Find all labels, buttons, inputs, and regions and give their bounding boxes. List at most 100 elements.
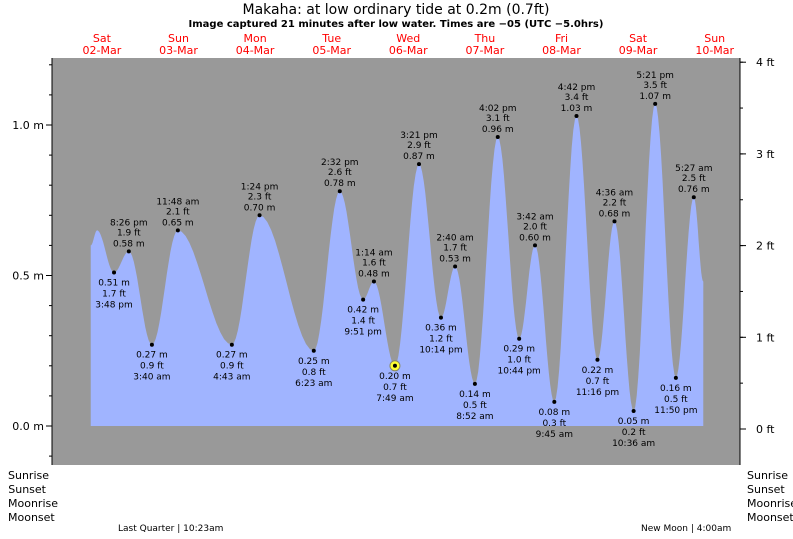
low-tide-feet: 0.5 ft	[664, 395, 688, 405]
high-tide-point	[175, 228, 180, 233]
high-tide-meters: 0.87 m	[403, 152, 435, 162]
low-tide-time: 10:44 pm	[498, 367, 541, 377]
high-tide-meters: 0.48 m	[358, 270, 390, 280]
low-tide-meters: 0.29 m	[503, 345, 535, 355]
new-moon-label: New Moon | 4:00am	[641, 524, 732, 534]
sunset-label: Sunset	[8, 483, 46, 496]
low-tide-feet: 0.2 ft	[622, 428, 646, 438]
low-tide-point	[438, 315, 443, 320]
low-tide-meters: 0.27 m	[216, 351, 248, 361]
day-name-label: Sun	[168, 32, 189, 45]
low-tide-feet: 1.2 ft	[429, 335, 453, 345]
low-tide-point	[311, 348, 316, 353]
low-tide-time: 3:40 am	[133, 373, 170, 383]
day-name-label: Tue	[321, 32, 341, 45]
low-tide-time: 11:50 pm	[654, 406, 697, 416]
low-tide-meters: 0.27 m	[136, 351, 168, 361]
left-axis-tick-label: 0.5 m	[12, 270, 44, 283]
high-tide-time: 3:21 pm	[400, 131, 438, 141]
low-tide-meters: 0.14 m	[459, 390, 491, 400]
low-tide-feet: 0.9 ft	[220, 362, 244, 372]
low-tide-feet: 1.0 ft	[507, 356, 531, 366]
low-tide-meters: 0.16 m	[660, 384, 692, 394]
high-tide-time: 4:02 pm	[479, 104, 517, 114]
low-tide-feet: 0.8 ft	[302, 368, 326, 378]
high-tide-meters: 0.58 m	[113, 239, 145, 249]
day-name-label: Sun	[704, 32, 725, 45]
right-axis-tick-label: 1 ft	[756, 331, 775, 344]
high-tide-time: 4:36 am	[596, 188, 633, 198]
high-tide-feet: 2.1 ft	[166, 207, 190, 217]
low-tide-point	[552, 399, 557, 404]
low-tide-time: 7:49 am	[376, 394, 413, 404]
high-tide-point	[691, 195, 696, 200]
high-tide-time: 2:32 pm	[321, 158, 359, 168]
left-axis-tick-label: 1.0 m	[12, 119, 44, 132]
sunset-label-right: Sunset	[747, 483, 785, 496]
low-tide-point	[392, 363, 397, 368]
low-tide-feet: 1.7 ft	[102, 289, 126, 299]
day-date-label: 10-Mar	[695, 44, 734, 57]
low-tide-time: 9:45 am	[536, 430, 573, 440]
right-rows: Sunrise Sunset Moonrise Moonset	[747, 469, 793, 525]
high-tide-time: 1:24 pm	[241, 182, 279, 192]
low-tide-meters: 0.42 m	[347, 306, 379, 316]
high-tide-time: 8:26 pm	[110, 218, 148, 228]
high-tide-time: 5:21 pm	[636, 71, 674, 81]
day-date-label: 07-Mar	[466, 44, 505, 57]
low-tide-feet: 0.5 ft	[463, 401, 487, 411]
high-tide-time: 5:27 am	[675, 164, 712, 174]
high-tide-feet: 1.6 ft	[362, 259, 386, 269]
left-axis-tick-label: 0.0 m	[12, 420, 44, 433]
high-tide-meters: 1.03 m	[561, 104, 593, 114]
high-tide-feet: 2.9 ft	[407, 141, 431, 151]
day-name-label: Sat	[93, 32, 112, 45]
high-tide-point	[533, 243, 538, 248]
high-tide-meters: 0.65 m	[162, 218, 194, 228]
low-tide-meters: 0.05 m	[618, 417, 650, 427]
low-tide-feet: 0.7 ft	[383, 383, 407, 393]
moonset-label: Moonset	[8, 511, 55, 524]
day-date-label: 02-Mar	[83, 44, 122, 57]
low-tide-point	[112, 270, 117, 275]
low-tide-meters: 0.36 m	[425, 324, 457, 334]
high-tide-feet: 2.3 ft	[248, 192, 272, 202]
low-tide-meters: 0.22 m	[582, 366, 614, 376]
high-tide-feet: 2.5 ft	[682, 174, 706, 184]
high-tide-point	[416, 162, 421, 167]
low-tide-point	[472, 381, 477, 386]
high-tide-meters: 1.07 m	[639, 92, 671, 102]
low-tide-point	[595, 357, 600, 362]
low-tide-point	[673, 375, 678, 380]
right-axis-tick-label: 0 ft	[756, 423, 775, 436]
low-tide-point	[229, 342, 234, 347]
right-axis-tick-label: 2 ft	[756, 240, 775, 253]
high-tide-point	[653, 101, 658, 106]
low-tide-meters: 0.51 m	[98, 278, 130, 288]
low-tide-time: 10:36 am	[612, 439, 655, 449]
low-tide-time: 4:43 am	[213, 373, 250, 383]
high-tide-meters: 0.60 m	[519, 233, 551, 243]
low-tide-time: 10:14 pm	[419, 346, 462, 356]
high-tide-feet: 2.6 ft	[328, 168, 352, 178]
high-tide-feet: 3.4 ft	[565, 93, 589, 103]
low-tide-feet: 1.4 ft	[351, 317, 375, 327]
right-axis-tick-label: 3 ft	[756, 148, 775, 161]
low-tide-time: 3:48 pm	[95, 300, 133, 310]
high-tide-meters: 0.68 m	[599, 209, 631, 219]
sunrise-label-right: Sunrise	[747, 469, 789, 482]
moonrise-label-right: Moonrise	[747, 497, 793, 510]
moonset-label-right: Moonset	[747, 511, 793, 524]
high-tide-meters: 0.76 m	[678, 185, 710, 195]
low-tide-feet: 0.3 ft	[542, 419, 566, 429]
high-tide-feet: 3.5 ft	[643, 81, 667, 91]
high-tide-time: 4:42 pm	[558, 83, 596, 93]
day-name-label: Fri	[555, 32, 568, 45]
low-tide-time: 8:52 am	[456, 412, 493, 422]
high-tide-point	[574, 113, 579, 118]
high-tide-time: 2:40 am	[436, 233, 473, 243]
day-name-label: Wed	[396, 32, 420, 45]
high-tide-meters: 0.96 m	[482, 125, 514, 135]
high-tide-feet: 1.9 ft	[117, 228, 141, 238]
